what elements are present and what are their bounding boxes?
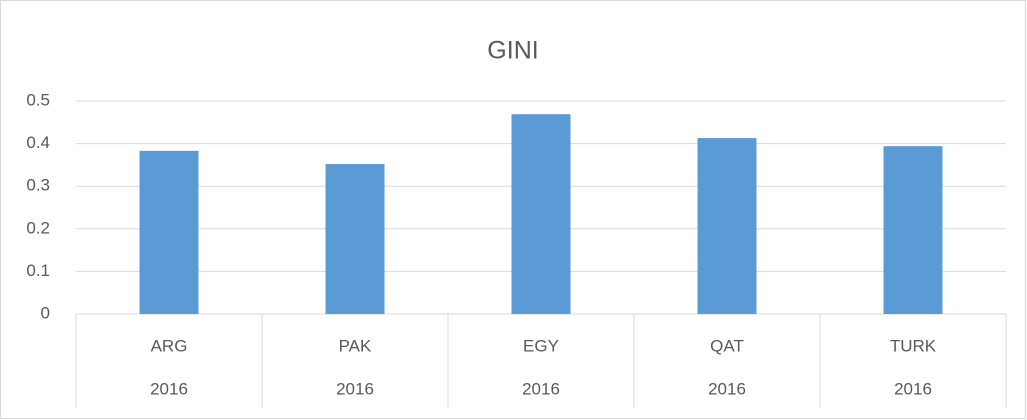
y-tick-label: 0.1 [26, 261, 50, 280]
x-tick-label: QAT [710, 336, 744, 355]
y-tick-label: 0.2 [26, 218, 50, 237]
x-tick-label: ARG [151, 336, 188, 355]
x-group-label: 2016 [708, 379, 746, 398]
y-tick-label: 0.4 [26, 133, 50, 152]
bar [883, 146, 943, 314]
x-tick-label: EGY [523, 336, 559, 355]
bar [697, 138, 757, 314]
bar [325, 164, 385, 314]
x-tick-label: PAK [339, 336, 372, 355]
x-group-label: 2016 [336, 379, 374, 398]
bar [511, 114, 571, 315]
x-tick-label: TURK [890, 336, 937, 355]
x-group-label: 2016 [150, 379, 188, 398]
x-group-label: 2016 [522, 379, 560, 398]
y-tick-label: 0.5 [26, 90, 50, 109]
bar [139, 150, 199, 314]
y-tick-label: 0.3 [26, 176, 50, 195]
chart-title: GINI [487, 37, 538, 65]
y-tick-label: 0 [41, 303, 50, 322]
x-group-label: 2016 [894, 379, 932, 398]
